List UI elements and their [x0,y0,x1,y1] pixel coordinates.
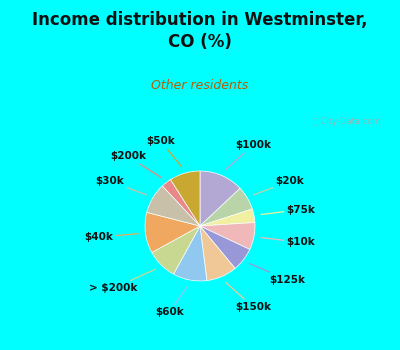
Wedge shape [200,223,255,250]
Text: $150k: $150k [226,282,271,312]
Wedge shape [174,226,207,281]
Text: $125k: $125k [250,264,306,285]
Text: $40k: $40k [84,232,138,242]
Text: $20k: $20k [254,176,304,195]
Wedge shape [200,226,235,281]
Wedge shape [145,212,200,252]
Text: Other residents: Other residents [151,79,249,92]
Wedge shape [147,186,200,226]
Text: Income distribution in Westminster,
CO (%): Income distribution in Westminster, CO (… [32,10,368,51]
Wedge shape [170,171,200,226]
Text: $30k: $30k [96,176,146,195]
Text: $10k: $10k [261,238,315,247]
Text: $75k: $75k [261,204,315,215]
Text: $50k: $50k [147,136,182,167]
Text: $60k: $60k [155,287,187,317]
Wedge shape [200,226,250,268]
Text: > $200k: > $200k [89,269,156,293]
Wedge shape [162,180,200,226]
Wedge shape [200,188,252,226]
Wedge shape [152,226,200,274]
Wedge shape [200,209,255,226]
Text: ⓘ City-Data.com: ⓘ City-Data.com [313,117,380,126]
Text: $100k: $100k [226,140,271,170]
Text: $200k: $200k [110,152,161,177]
Wedge shape [200,171,240,226]
